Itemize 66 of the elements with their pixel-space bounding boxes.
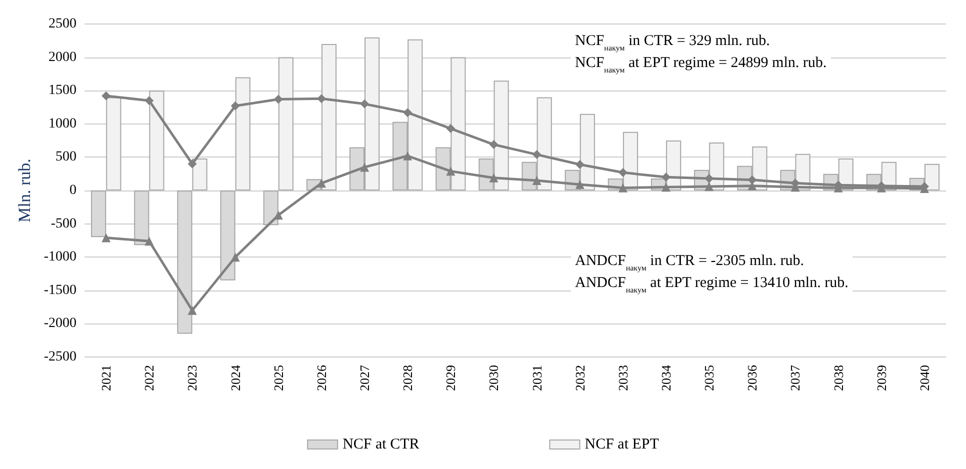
point [274, 94, 283, 104]
x-tick-label: 2023 [184, 365, 200, 391]
point [748, 175, 757, 184]
y-tick-label: 1000 [48, 116, 77, 132]
y-tick-label: -1000 [44, 250, 77, 265]
point [144, 96, 154, 106]
bar [149, 90, 164, 190]
y-tick-label: -2500 [44, 350, 77, 364]
x-tick-label: 2022 [142, 365, 157, 391]
x-tick-label: 2026 [314, 364, 329, 391]
y-tick-label: 2500 [48, 16, 77, 32]
point [662, 182, 671, 192]
point [102, 91, 111, 100]
point [144, 236, 154, 246]
x-tick-label: 2031 [529, 365, 544, 391]
point [575, 180, 584, 190]
x-tick-label: 2024 [228, 364, 243, 391]
point [188, 159, 197, 168]
y-tick-label: 2000 [48, 50, 77, 65]
x-tick-label: 2035 [702, 365, 717, 391]
legend-label: NCF at EPT [584, 436, 659, 452]
point [532, 150, 542, 160]
x-tick-label: 2025 [270, 365, 286, 391]
bar [278, 57, 294, 190]
point [618, 168, 628, 178]
point [102, 233, 111, 242]
x-tick-label: 2039 [874, 365, 889, 391]
x-tick-label: 2027 [357, 364, 372, 391]
y-axis-title: Mln. rub. [15, 158, 34, 222]
y-tick-label: 0 [70, 183, 77, 198]
point [230, 101, 240, 110]
x-tick-label: 2036 [744, 364, 760, 391]
point [230, 252, 240, 262]
point [360, 99, 370, 108]
y-tick-label: 1500 [48, 83, 77, 98]
x-tick-label: 2033 [615, 365, 630, 391]
point [532, 176, 542, 186]
point [618, 183, 628, 192]
point [489, 173, 498, 182]
x-tick-label: 2037 [788, 364, 803, 391]
point [704, 182, 714, 192]
x-tick-label: 2038 [830, 365, 846, 391]
y-tick-label: 500 [56, 150, 77, 165]
point [188, 306, 197, 315]
y-tick-label: -1500 [44, 282, 77, 298]
bar [106, 97, 122, 190]
x-tick-label: 2034 [658, 364, 674, 391]
point [360, 162, 370, 172]
x-tick-label: 2029 [443, 365, 458, 391]
point [446, 124, 456, 134]
y-tick-label: -500 [50, 216, 77, 232]
point [403, 151, 412, 160]
x-tick-label: 2030 [486, 365, 502, 391]
x-tick-label: 2028 [400, 365, 416, 391]
point [489, 140, 498, 150]
y-tick-label: -2000 [44, 316, 77, 332]
x-tick-label: 2021 [98, 365, 114, 391]
bar [192, 158, 208, 190]
x-tick-label: 2032 [572, 365, 588, 391]
point [316, 178, 326, 188]
bar [235, 77, 250, 190]
point [446, 166, 456, 176]
x-tick-label: 2040 [916, 365, 932, 391]
point [575, 160, 584, 170]
legend-label: NCF at CTR [342, 436, 420, 452]
point [403, 108, 412, 118]
